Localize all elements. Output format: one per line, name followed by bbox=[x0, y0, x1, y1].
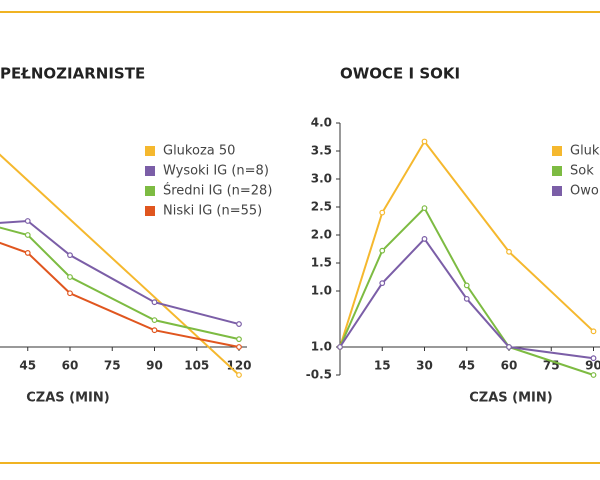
y-tick-label: 2.0 bbox=[311, 228, 332, 242]
data-point bbox=[337, 344, 343, 350]
series-line bbox=[0, 153, 240, 376]
data-point bbox=[151, 299, 158, 306]
data-point bbox=[421, 236, 428, 242]
data-point bbox=[151, 317, 158, 324]
legend-swatch bbox=[145, 186, 155, 196]
y-tick-label: 1.5 bbox=[311, 256, 332, 270]
x-tick-label: 90 bbox=[585, 359, 600, 373]
y-tick-label: 3.5 bbox=[311, 144, 332, 158]
x-tick-label: 120 bbox=[226, 359, 251, 373]
x-axis-title: CZAS (MIN) bbox=[26, 391, 109, 406]
data-point bbox=[236, 344, 242, 350]
legend-label: Niski IG (n=55) bbox=[163, 204, 262, 219]
data-point bbox=[24, 232, 31, 238]
data-point bbox=[379, 247, 386, 254]
x-tick-label: 45 bbox=[19, 359, 36, 373]
y-tick-label: 1.0 bbox=[311, 340, 332, 354]
y-tick-label: 2.5 bbox=[311, 200, 332, 214]
data-point bbox=[421, 138, 428, 145]
data-point bbox=[151, 327, 158, 334]
legend-label: Wysoki IG (n=8) bbox=[163, 164, 269, 179]
series-line bbox=[339, 237, 594, 360]
legend-label: Średni IG (n=28) bbox=[163, 183, 272, 199]
data-point bbox=[463, 282, 470, 289]
y-tick-label: 3.0 bbox=[311, 172, 332, 186]
data-point bbox=[67, 274, 73, 280]
data-point bbox=[67, 290, 73, 297]
legend-label: Sok bbox=[570, 164, 594, 179]
x-axis-title: CZAS (MIN) bbox=[469, 391, 552, 406]
data-point bbox=[421, 205, 428, 212]
data-point bbox=[379, 209, 386, 216]
data-point bbox=[506, 248, 512, 255]
x-tick-label: 30 bbox=[416, 359, 433, 373]
legend-swatch bbox=[552, 146, 562, 156]
y-tick-label: 1.0 bbox=[311, 284, 332, 298]
x-tick-label: 60 bbox=[62, 359, 79, 373]
series-line bbox=[0, 226, 240, 341]
data-point bbox=[590, 328, 597, 335]
data-point bbox=[379, 280, 386, 287]
data-point bbox=[67, 252, 73, 259]
x-tick-label: 75 bbox=[104, 359, 121, 373]
series-line bbox=[339, 206, 594, 376]
x-tick-label: 105 bbox=[184, 359, 209, 373]
legend-label: Owo bbox=[570, 184, 599, 199]
legend-swatch bbox=[145, 146, 155, 156]
data-point bbox=[24, 250, 31, 256]
legend-swatch bbox=[552, 166, 562, 176]
legend-swatch bbox=[145, 166, 155, 176]
x-tick-label: 60 bbox=[501, 359, 518, 373]
data-point bbox=[590, 372, 597, 378]
x-tick-label: 90 bbox=[146, 359, 163, 373]
data-point bbox=[506, 344, 512, 350]
data-point bbox=[24, 218, 31, 224]
y-tick-label: -0.5 bbox=[306, 368, 332, 382]
legend-label: Glukoza 50 bbox=[163, 144, 235, 159]
x-tick-label: 45 bbox=[458, 359, 475, 373]
data-point bbox=[463, 295, 470, 302]
data-point bbox=[236, 336, 242, 343]
legend-swatch bbox=[145, 206, 155, 216]
chart-title: PEŁNOZIARNISTE bbox=[0, 65, 145, 83]
legend-label: Gluk bbox=[570, 144, 600, 159]
data-point bbox=[236, 372, 242, 378]
x-tick-label: 15 bbox=[374, 359, 391, 373]
data-point bbox=[236, 321, 242, 327]
legend-swatch bbox=[552, 186, 562, 196]
chart-title: OWOCE I SOKI bbox=[340, 65, 460, 83]
chart-left: PEŁNOZIARNISTE CZAS (MIN) 45 60 75 90 105 120 Gl… bbox=[0, 65, 272, 406]
series-line bbox=[0, 219, 240, 326]
y-tick-label: 4.0 bbox=[311, 116, 332, 130]
data-point bbox=[590, 355, 597, 362]
